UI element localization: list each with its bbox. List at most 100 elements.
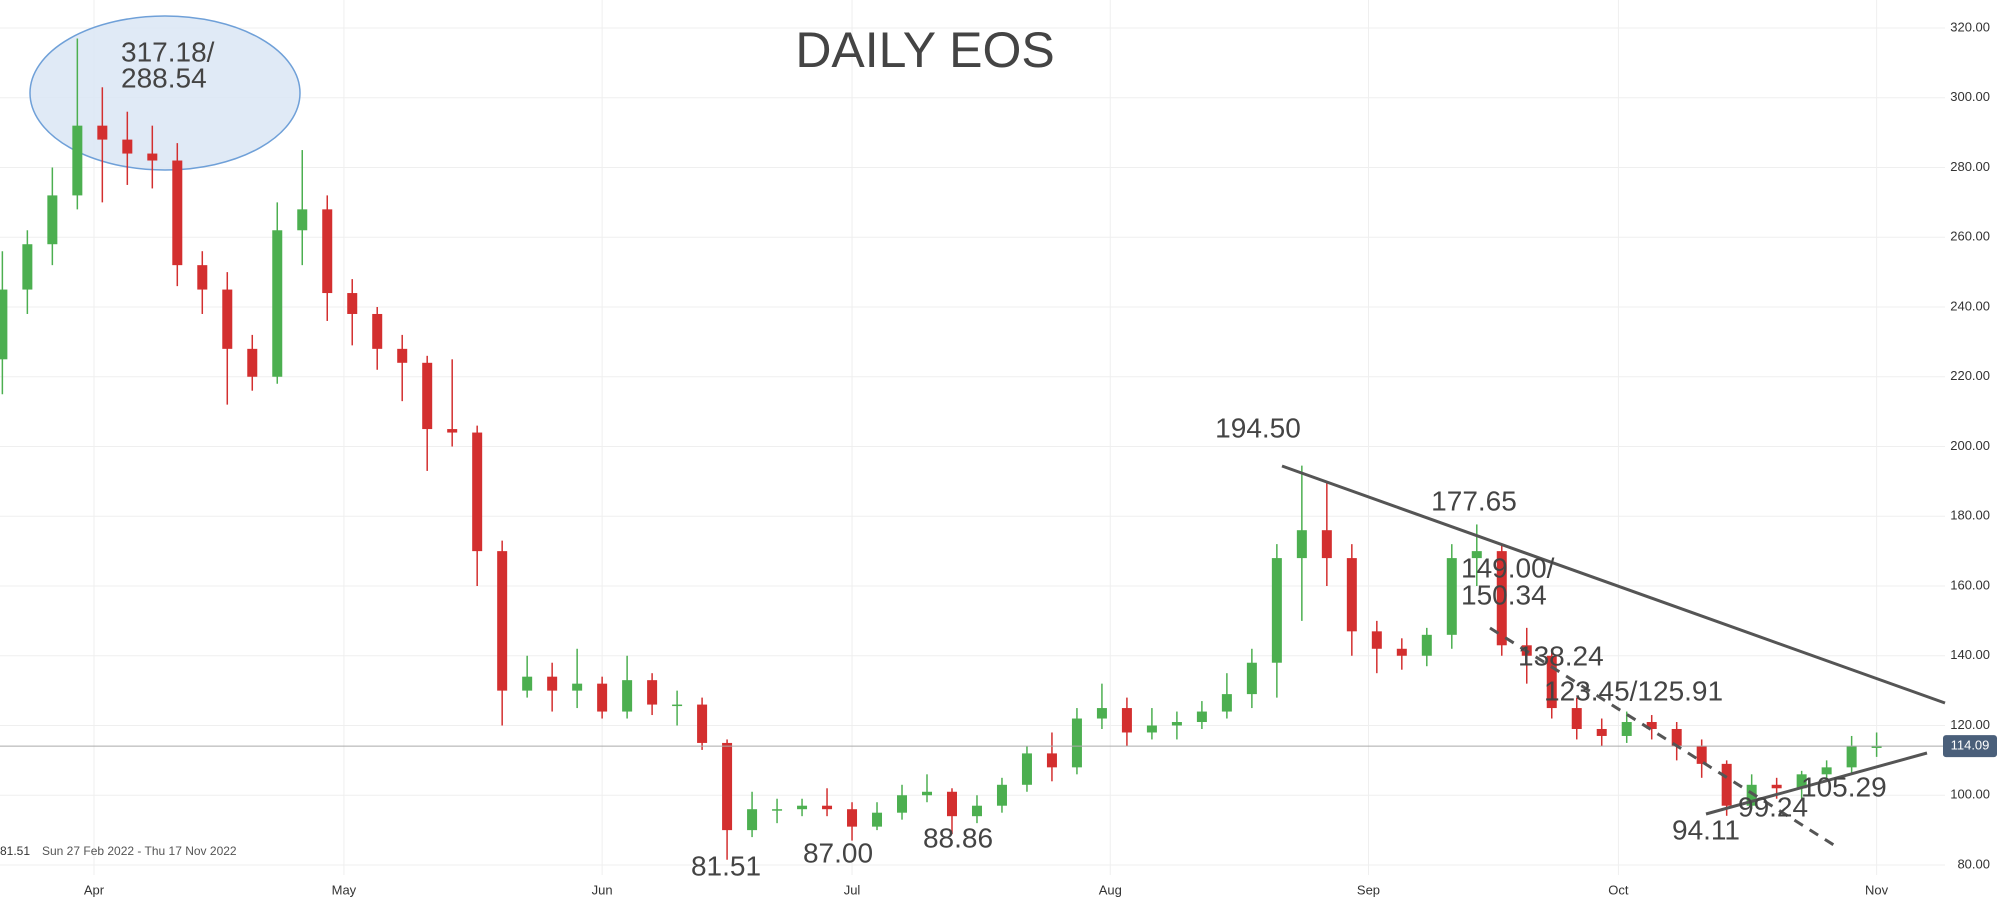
overlay: 114.09 317.18/288.54 194.50 177.65 149.00/15… [0,36,1997,881]
x-tick-label: Oct [1608,882,1629,897]
candle-body [347,293,358,314]
candle-body [172,160,183,266]
candle-body [1621,722,1632,736]
candle-body [522,676,533,691]
y-tick-label: 200.00 [1950,438,1990,453]
candle-body [1321,530,1332,559]
x-tick-label: Aug [1099,882,1122,897]
candle-body [1196,711,1207,723]
candle-body [1296,530,1307,559]
candle-body [996,784,1007,806]
price-annotation: 105.29 [1801,771,1887,802]
x-tick-label: Jun [592,882,613,897]
candle-body [422,362,433,430]
candle-body [1571,708,1582,729]
candle-body [472,432,483,552]
candle-body [1421,634,1432,656]
candle-body [747,809,758,831]
candle-body [1021,753,1032,785]
candle-body [1646,722,1657,729]
candle-body [147,153,158,161]
resistance-trendline [1281,464,1946,705]
price-annotation: 81.51 [691,850,761,881]
price-annotation: 317.18/ [121,36,215,67]
y-tick-label: 100.00 [1950,787,1990,802]
candle-body [722,742,733,831]
candle-body [547,676,558,691]
price-annotation: 288.54 [121,62,207,93]
candle-body [1546,655,1557,709]
candle-body [447,429,458,433]
price-annotation: 149.00/ [1461,552,1555,583]
candle-body [497,551,508,691]
y-tick-label: 160.00 [1950,577,1990,592]
candle-body [1496,551,1507,646]
x-tick-label: Nov [1865,882,1889,897]
candle-body [822,805,833,810]
candle-body [1071,718,1082,768]
y-tick-label: 80.00 [1957,856,1990,871]
last-price-tag [1943,735,1997,758]
candle-body [1346,558,1357,632]
candle-body [922,791,932,796]
candle-body [222,289,233,349]
candle-body [1046,753,1057,768]
y-tick-label: 240.00 [1950,298,1990,313]
candle-body [397,348,408,363]
x-tick-label: May [332,882,357,897]
y-tick-label: 280.00 [1950,159,1990,174]
candle-body [897,795,908,813]
candle-body [1121,708,1132,733]
candle-body [772,809,783,811]
candle-body [1871,746,1882,748]
candle-body [622,680,633,712]
candle-body [946,791,957,817]
y-tick-label: 180.00 [1950,508,1990,523]
price-annotation: 94.11 [1672,814,1740,845]
candle-body [1246,662,1257,695]
candle-body [97,125,108,140]
candle-body [372,313,383,349]
candle-body [572,683,583,691]
price-annotation: 177.65 [1431,485,1517,516]
price-annotation: 88.86 [923,822,993,853]
candle-body [1396,648,1407,656]
candle-body [697,704,708,743]
support-trendline [1705,751,1928,816]
cursor-value: 81.51 [0,844,30,858]
candle-body [597,683,608,712]
candle-body [872,812,883,827]
candle-body [971,805,982,817]
y-tick-label: 220.00 [1950,368,1990,383]
price-annotation: 99.24 [1738,791,1808,822]
candle-body [1846,746,1857,768]
candle-body [247,348,258,377]
candle-body [272,230,283,377]
dashed-trendline [1489,626,1838,849]
candle-body [1671,728,1682,747]
candle-body [1746,784,1757,806]
price-annotation: 87.00 [803,837,873,868]
last-price-label: 114.09 [1951,738,1990,753]
y-tick-label: 260.00 [1950,229,1990,244]
candle-body [72,125,83,196]
candle-body [1146,725,1157,733]
candle-body [297,209,308,231]
candle-body [1821,767,1832,775]
candles [0,38,1882,860]
x-tick-label: Apr [84,882,105,897]
x-tick-label: Sep [1357,882,1380,897]
candle-body [1371,631,1382,649]
candle-body [1221,694,1232,712]
candle-body [322,209,333,294]
y-tick-label: 140.00 [1950,647,1990,662]
candle-body [1096,708,1107,719]
candle-body [672,704,683,707]
candle-body [1696,746,1707,764]
candle-body [47,195,58,245]
candle-body [1446,558,1457,635]
candle-body [1271,558,1282,663]
candle-body [1796,774,1807,789]
